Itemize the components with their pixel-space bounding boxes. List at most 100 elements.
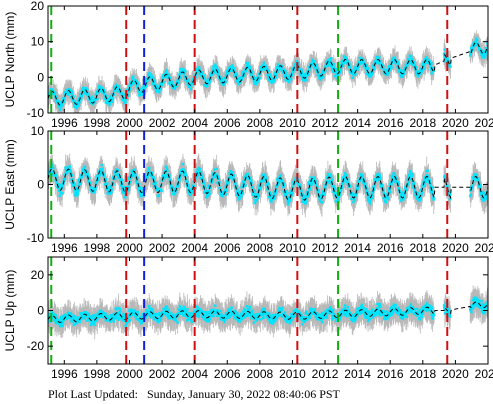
data-point bbox=[128, 87, 132, 91]
data-point bbox=[349, 71, 352, 75]
data-point bbox=[173, 86, 177, 89]
data-point bbox=[165, 68, 168, 72]
data-point bbox=[343, 61, 346, 64]
data-point bbox=[116, 168, 120, 172]
data-point bbox=[445, 56, 449, 59]
data-point bbox=[63, 96, 66, 100]
data-point bbox=[300, 72, 304, 76]
data-point bbox=[257, 194, 260, 198]
data-point bbox=[69, 170, 72, 173]
data-point bbox=[249, 177, 252, 180]
y-tick-label: 0 bbox=[37, 70, 44, 84]
data-point bbox=[235, 193, 239, 197]
data-point bbox=[332, 63, 336, 66]
data-point bbox=[126, 190, 129, 193]
data-point bbox=[78, 101, 81, 104]
data-point bbox=[184, 174, 188, 177]
data-point bbox=[240, 195, 243, 198]
data-point bbox=[272, 80, 275, 84]
data-point bbox=[174, 191, 177, 194]
data-point bbox=[253, 78, 256, 82]
data-point bbox=[90, 101, 93, 105]
data-point bbox=[175, 188, 179, 191]
data-point bbox=[469, 53, 472, 56]
data-point bbox=[133, 169, 137, 172]
data-point bbox=[302, 72, 305, 76]
x-tick-label: 2022 bbox=[475, 116, 493, 130]
x-tick-label: 2006 bbox=[214, 116, 241, 130]
data-point bbox=[229, 169, 232, 173]
data-point bbox=[153, 180, 157, 183]
data-point bbox=[201, 71, 204, 74]
data-point bbox=[275, 73, 278, 77]
data-point bbox=[170, 189, 174, 193]
data-point bbox=[84, 92, 87, 95]
data-point bbox=[422, 63, 425, 67]
data-point bbox=[200, 173, 203, 176]
data-point bbox=[166, 169, 169, 173]
data-point bbox=[93, 189, 96, 193]
data-point bbox=[236, 191, 240, 194]
data-point bbox=[83, 165, 87, 168]
data-point bbox=[164, 70, 168, 73]
data-point bbox=[333, 70, 336, 74]
data-point bbox=[167, 73, 171, 76]
data-point bbox=[390, 64, 393, 67]
data-point bbox=[429, 63, 432, 67]
data-point bbox=[299, 72, 302, 76]
data-point bbox=[432, 69, 435, 72]
data-point bbox=[96, 173, 100, 177]
data-point bbox=[205, 195, 209, 199]
data-point bbox=[127, 188, 130, 192]
data-point bbox=[396, 65, 399, 69]
data-point bbox=[112, 93, 115, 97]
data-point bbox=[308, 68, 311, 72]
data-point bbox=[51, 163, 54, 166]
data-point bbox=[375, 61, 378, 64]
data-point bbox=[63, 177, 67, 180]
data-point bbox=[168, 80, 172, 84]
data-point bbox=[353, 69, 356, 72]
data-point bbox=[183, 74, 187, 78]
data-point bbox=[147, 168, 151, 171]
data-point bbox=[189, 193, 192, 197]
data-point bbox=[289, 76, 292, 80]
data-point bbox=[70, 91, 74, 95]
data-point bbox=[67, 166, 70, 170]
data-point bbox=[96, 97, 99, 101]
data-point bbox=[388, 67, 392, 70]
data-point bbox=[94, 188, 97, 191]
data-point bbox=[231, 65, 234, 69]
data-point bbox=[131, 77, 134, 80]
data-point bbox=[386, 73, 389, 77]
plot-area bbox=[48, 131, 488, 238]
data-point bbox=[212, 171, 215, 175]
data-point bbox=[198, 67, 201, 71]
data-point bbox=[151, 177, 154, 180]
data-point bbox=[143, 87, 146, 90]
data-point bbox=[393, 56, 397, 60]
data-point bbox=[211, 68, 215, 71]
data-point bbox=[334, 67, 337, 71]
x-tick-label: 2012 bbox=[312, 116, 339, 130]
data-point bbox=[157, 88, 161, 92]
data-point bbox=[481, 51, 485, 54]
data-point bbox=[201, 175, 204, 178]
data-point bbox=[444, 53, 447, 56]
data-point bbox=[140, 187, 143, 190]
data-point bbox=[114, 177, 117, 180]
data-point bbox=[160, 83, 164, 87]
data-point bbox=[131, 81, 135, 85]
data-point bbox=[164, 172, 167, 176]
data-point bbox=[142, 84, 145, 88]
data-point bbox=[241, 71, 245, 74]
data-point bbox=[57, 186, 61, 189]
data-point bbox=[360, 61, 364, 64]
data-point bbox=[48, 168, 52, 172]
data-point bbox=[411, 58, 414, 61]
data-point bbox=[55, 178, 59, 182]
data-point bbox=[332, 66, 335, 69]
data-point bbox=[419, 72, 422, 76]
